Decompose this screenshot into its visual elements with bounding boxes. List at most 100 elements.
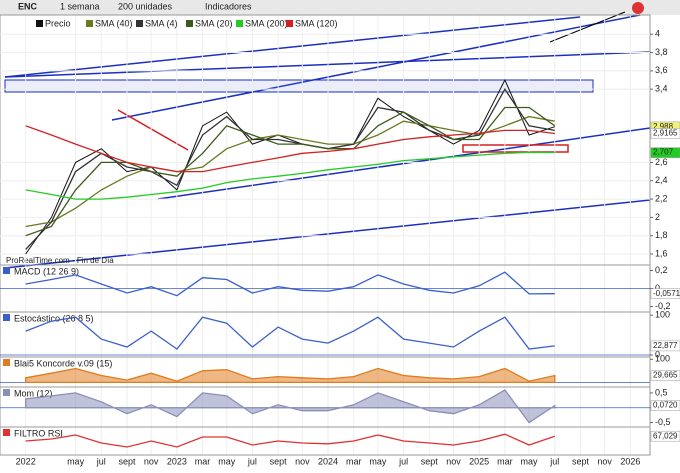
y-tick-label: 4 bbox=[655, 29, 660, 39]
x-tick-label: 2023 bbox=[167, 456, 187, 466]
x-tick-label: may bbox=[218, 456, 236, 466]
x-tick-label: mar bbox=[497, 456, 513, 466]
legend-swatch bbox=[186, 20, 193, 27]
line bbox=[25, 433, 556, 448]
price-tag bbox=[650, 400, 680, 411]
line bbox=[25, 125, 555, 173]
y-tick-label: 0,5 bbox=[655, 387, 668, 397]
y-tick-label: -0,2 bbox=[655, 301, 671, 311]
area bbox=[25, 367, 556, 384]
x-tick-label: mar bbox=[195, 456, 211, 466]
legend-swatch bbox=[86, 20, 93, 27]
symbol[interactable]: ENC bbox=[18, 1, 38, 11]
legend-swatch bbox=[286, 20, 293, 27]
period[interactable]: 1 semana bbox=[60, 1, 100, 11]
legend-swatch bbox=[236, 20, 243, 27]
y-tick-label: 0 bbox=[655, 283, 660, 293]
y-tick-label: 2,6 bbox=[655, 157, 668, 167]
legend-swatch bbox=[136, 20, 143, 27]
x-tick-label: sept bbox=[421, 456, 439, 466]
y-tick-label: 2 bbox=[655, 212, 660, 222]
indicators-button[interactable]: Indicadores bbox=[205, 1, 252, 11]
legend-swatch bbox=[36, 20, 43, 27]
panel-title: FILTRO RSI bbox=[14, 428, 63, 438]
x-tick-label: may bbox=[521, 456, 539, 466]
x-tick-label: nov bbox=[597, 456, 612, 466]
y-tick-label: 1,6 bbox=[655, 248, 668, 258]
legend-label: SMA (20) bbox=[195, 18, 233, 28]
x-tick-label: sept bbox=[572, 456, 590, 466]
panel-title: Mom (12) bbox=[14, 388, 53, 398]
price-tag bbox=[650, 128, 680, 139]
y-tick-label: 0 bbox=[655, 349, 660, 359]
x-tick-label: 2026 bbox=[620, 456, 640, 466]
y-tick-label: 2,4 bbox=[655, 175, 668, 185]
panel-title: Estocástico (26 8 5) bbox=[14, 313, 94, 323]
y-tick-label: 2,2 bbox=[655, 193, 668, 203]
x-tick-label: may bbox=[67, 456, 85, 466]
panel-label-bg bbox=[3, 314, 10, 321]
price-tag-label: -0,0571 bbox=[653, 289, 680, 298]
line bbox=[25, 271, 555, 297]
price-tag bbox=[650, 430, 680, 442]
panel-label-bg bbox=[3, 429, 10, 436]
toolbar bbox=[0, 0, 680, 15]
y-tick-label: -0,5 bbox=[655, 417, 671, 427]
y-tick-label: 100 bbox=[655, 310, 670, 320]
price-tag-label: 2,9165 bbox=[653, 129, 678, 138]
panel-title: Blai5 Koncorde v.09 (15) bbox=[14, 358, 112, 368]
x-tick-label: 2024 bbox=[318, 456, 338, 466]
x-tick-label: sept bbox=[118, 456, 136, 466]
line bbox=[25, 87, 555, 250]
x-tick-label: nov bbox=[295, 456, 310, 466]
footer: ProRealTime.com - Fin de Día bbox=[6, 256, 114, 265]
legend-label: Precio bbox=[45, 18, 71, 28]
x-tick-label: jul bbox=[549, 456, 559, 466]
legend-label: SMA (4) bbox=[145, 18, 178, 28]
line bbox=[25, 151, 555, 200]
price-tag bbox=[650, 340, 680, 352]
y-tick-label: 3,8 bbox=[655, 47, 668, 57]
line bbox=[25, 78, 555, 255]
y-tick-label: 1,8 bbox=[655, 230, 668, 240]
panel-label-bg bbox=[3, 359, 10, 366]
x-tick-label: may bbox=[369, 456, 387, 466]
area bbox=[25, 389, 556, 424]
x-tick-label: nov bbox=[144, 456, 159, 466]
legend-label: SMA (200) bbox=[245, 18, 288, 28]
refresh-icon[interactable] bbox=[632, 2, 644, 14]
price-tag-label: 29,665 bbox=[653, 371, 678, 380]
price-tag bbox=[650, 370, 680, 381]
price-tag-label: 0,0720 bbox=[653, 401, 678, 410]
legend-label: SMA (40) bbox=[95, 18, 133, 28]
price-tag bbox=[650, 147, 680, 158]
y-tick-label: 3,6 bbox=[655, 65, 668, 75]
line bbox=[25, 316, 555, 350]
x-tick-label: jul bbox=[398, 456, 408, 466]
price-tag-label: 22,877 bbox=[653, 341, 678, 350]
x-tick-label: jul bbox=[96, 456, 106, 466]
units[interactable]: 200 unidades bbox=[118, 1, 173, 11]
x-tick-label: 2022 bbox=[16, 456, 36, 466]
x-tick-label: nov bbox=[446, 456, 461, 466]
price-tag bbox=[650, 288, 680, 299]
y-tick-label: 0,2 bbox=[655, 265, 668, 275]
panel-frame bbox=[0, 426, 651, 456]
panel-label-bg bbox=[3, 267, 10, 274]
y-tick-label: 100 bbox=[655, 354, 670, 364]
line bbox=[25, 115, 555, 228]
panel-title: MACD (12 26 9) bbox=[14, 266, 79, 276]
x-tick-label: 2025 bbox=[469, 456, 489, 466]
x-tick-label: mar bbox=[346, 456, 362, 466]
y-tick-label: 3,4 bbox=[655, 84, 668, 94]
price-tag-label: 2,988 bbox=[653, 122, 674, 131]
price-tag-label: 67,029 bbox=[653, 431, 678, 440]
panel-frame bbox=[0, 311, 651, 358]
line bbox=[25, 106, 556, 237]
x-tick-label: sept bbox=[270, 456, 288, 466]
x-tick-label: jul bbox=[247, 456, 257, 466]
panel-label-bg bbox=[3, 389, 10, 396]
legend-label: SMA (120) bbox=[295, 18, 338, 28]
price-tag-label: 2,707 bbox=[653, 148, 674, 157]
